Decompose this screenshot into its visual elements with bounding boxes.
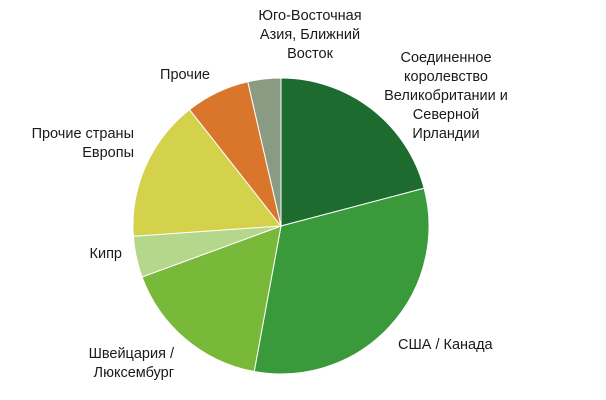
pie-slice-se-asia-near-east — [247, 77, 282, 227]
pie-slices — [132, 77, 430, 375]
slice-label-line: королевство — [404, 69, 488, 85]
pie-slice-switzerland-luxembourg — [141, 225, 282, 373]
slice-label-line: Люксембург — [94, 365, 174, 381]
slice-label-line: Кипр — [90, 246, 122, 262]
slice-label-line: Северной — [413, 107, 479, 123]
slice-label-line: Ирландии — [412, 126, 479, 142]
pie-slice-other-europe — [132, 108, 282, 237]
slice-label-uk: Соединенное королевство Великобритании и Се… — [384, 50, 508, 142]
slice-label-other: Прочие — [160, 67, 210, 83]
slice-label-cyprus: Кипр — [90, 246, 122, 262]
slice-label-line: Восток — [287, 46, 334, 62]
slice-label-line: Азия, Ближний — [260, 27, 360, 43]
slice-label-line: США / Канада — [398, 337, 494, 353]
slice-label-switzerland-luxembourg: Швейцария / Люксембург — [89, 346, 175, 381]
slice-label-line: Прочие страны — [32, 126, 134, 142]
slice-label-usa-canada: США / Канада — [398, 337, 494, 353]
slice-label-line: Швейцария / — [89, 346, 175, 362]
pie-slice-usa-canada — [253, 187, 430, 375]
slice-label-other-europe: Прочие страны Европы — [32, 126, 134, 161]
slice-label-line: Юго-Восточная — [258, 8, 361, 24]
pie-labels: Соединенное королевство Великобритании и Се… — [32, 8, 508, 381]
slice-label-line: Соединенное — [400, 50, 491, 66]
slice-label-se-asia-near-east: Юго-Восточная Азия, Ближний Восток — [258, 8, 361, 62]
slice-label-line: Европы — [82, 145, 134, 161]
pie-slice-uk — [280, 77, 425, 227]
slice-label-line: Великобритании и — [384, 88, 508, 104]
slice-label-line: Прочие — [160, 67, 210, 83]
